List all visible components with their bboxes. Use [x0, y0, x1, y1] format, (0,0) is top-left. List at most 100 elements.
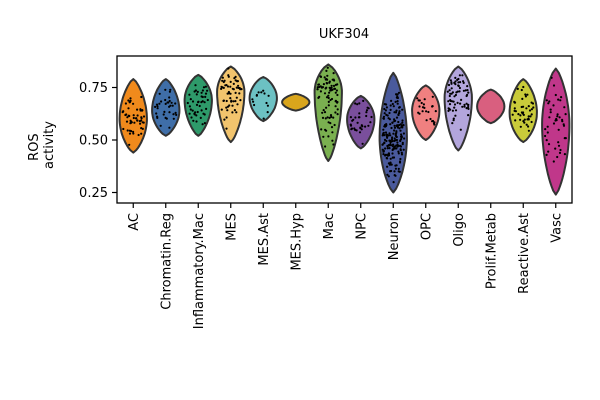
- data-point: [546, 131, 549, 134]
- data-point: [382, 132, 385, 135]
- data-point: [386, 157, 389, 160]
- data-point: [391, 145, 394, 148]
- data-point: [398, 123, 401, 127]
- data-point: [550, 76, 553, 79]
- data-point: [522, 85, 525, 89]
- data-point: [557, 98, 560, 101]
- data-point: [329, 122, 332, 125]
- data-point: [462, 80, 465, 83]
- data-point: [328, 91, 331, 94]
- data-point: [559, 99, 562, 102]
- data-point: [366, 106, 369, 109]
- data-point: [220, 87, 223, 90]
- data-point: [556, 115, 559, 118]
- data-point: [417, 111, 420, 114]
- data-point: [124, 113, 127, 117]
- data-point: [231, 87, 234, 90]
- data-point: [127, 107, 130, 110]
- data-point: [192, 119, 195, 122]
- x-tick-label: NPC: [354, 213, 369, 240]
- data-point: [200, 101, 203, 104]
- data-point: [327, 121, 330, 124]
- data-point: [458, 74, 461, 77]
- data-point: [527, 105, 530, 108]
- data-point: [172, 117, 175, 120]
- data-point: [393, 126, 397, 129]
- data-point: [334, 105, 337, 108]
- data-point: [251, 98, 254, 101]
- data-point: [447, 107, 450, 110]
- x-tick-label: MES.Ast: [257, 213, 272, 266]
- data-point: [390, 99, 393, 102]
- data-point: [331, 139, 334, 142]
- data-point: [388, 118, 391, 121]
- data-point: [237, 84, 240, 87]
- data-point: [321, 86, 324, 89]
- data-point: [386, 147, 389, 150]
- data-point: [454, 93, 457, 97]
- data-point: [449, 99, 452, 102]
- data-point: [225, 116, 228, 119]
- data-point: [546, 125, 549, 128]
- data-point: [453, 103, 457, 106]
- data-point: [391, 152, 394, 155]
- data-point: [328, 116, 331, 119]
- data-point: [431, 95, 434, 98]
- data-point: [193, 90, 196, 93]
- data-point: [548, 100, 551, 103]
- data-point: [386, 165, 389, 168]
- data-point: [127, 99, 130, 102]
- data-point: [141, 127, 144, 130]
- data-point: [234, 91, 237, 94]
- data-point: [453, 95, 456, 98]
- data-point: [329, 98, 332, 102]
- data-point: [359, 126, 362, 129]
- data-point: [395, 93, 398, 96]
- data-point: [132, 116, 135, 120]
- data-point: [132, 132, 135, 135]
- data-point: [327, 96, 330, 100]
- data-point: [389, 134, 392, 137]
- data-point: [545, 139, 548, 142]
- data-point: [561, 118, 564, 121]
- data-point: [203, 101, 206, 104]
- data-point: [206, 89, 209, 92]
- data-point: [323, 111, 327, 114]
- data-point: [262, 117, 265, 120]
- data-point: [189, 98, 192, 101]
- data-point: [236, 103, 239, 106]
- data-point: [227, 75, 230, 78]
- data-point: [423, 106, 426, 109]
- x-tick-label: AC: [127, 213, 142, 231]
- data-point: [383, 112, 386, 115]
- data-point: [331, 88, 334, 91]
- data-point: [202, 86, 206, 89]
- data-point: [336, 113, 339, 116]
- data-point: [467, 103, 470, 106]
- data-point: [160, 100, 163, 103]
- data-point: [397, 120, 400, 124]
- data-point: [392, 148, 395, 151]
- data-point: [158, 92, 161, 95]
- data-point: [332, 143, 335, 146]
- data-point: [447, 83, 451, 87]
- data-point: [467, 107, 470, 110]
- data-point: [322, 109, 325, 112]
- data-point: [431, 119, 435, 123]
- data-point: [397, 150, 400, 153]
- data-point: [386, 145, 389, 148]
- data-point: [397, 170, 400, 173]
- data-point: [188, 93, 191, 96]
- violin-inflammatory-mac: [183, 73, 213, 137]
- data-point: [552, 160, 555, 163]
- data-point: [356, 103, 359, 106]
- data-point: [556, 113, 559, 116]
- data-point: [141, 109, 144, 112]
- data-point: [129, 119, 132, 122]
- data-point: [522, 105, 525, 108]
- y-axis-label-line-2: activity: [42, 121, 57, 169]
- data-point: [391, 140, 394, 143]
- data-point: [388, 132, 391, 135]
- data-point: [396, 124, 399, 127]
- data-point: [423, 98, 426, 101]
